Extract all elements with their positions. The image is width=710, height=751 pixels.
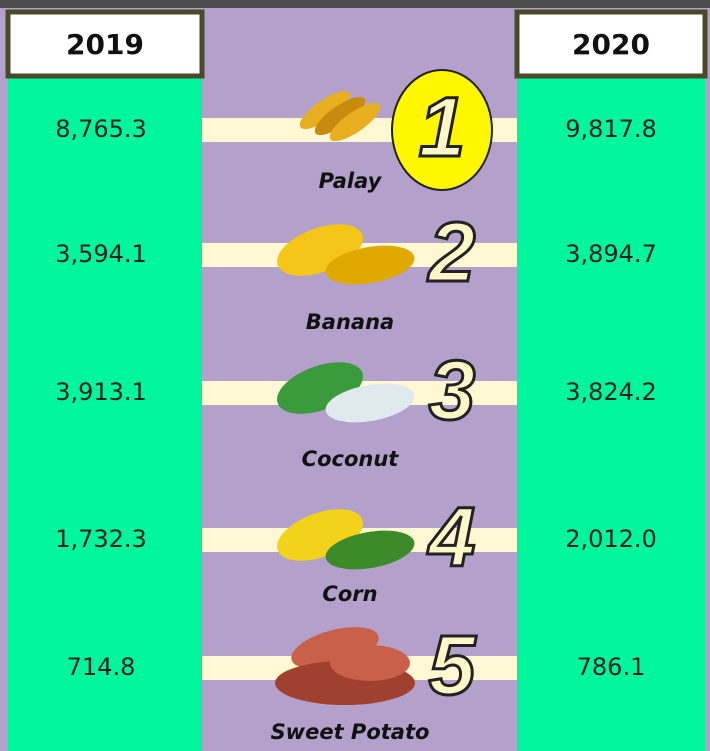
value-2020: 3,824.2 [565,378,657,406]
value-2019: 8,765.3 [55,115,147,143]
commodity-name: Corn [322,582,377,606]
icon-shape [330,645,410,681]
value-2019: 3,594.1 [55,240,147,268]
column-header: 2020 [572,28,650,61]
value-2020: 2,012.0 [565,525,657,553]
rank-number: 4 [427,490,476,584]
commodity-name: Palay [319,169,383,193]
value-2019: 3,913.1 [55,378,147,406]
rank-number: 5 [429,618,477,712]
value-2020: 3,894.7 [565,240,657,268]
commodity-name: Banana [306,310,394,334]
commodity-name: Sweet Potato [271,720,430,744]
rank-number: 2 [427,205,476,299]
commodity-name: Coconut [302,447,400,471]
value-2019: 1,732.3 [55,525,147,553]
infographic: 2019 2020 1 Palay 8,765.3 9,817.8 2 Banana 3,5… [0,0,710,751]
column-header: 2019 [66,28,144,61]
rank-number: 3 [429,343,476,437]
value-2020: 786.1 [577,653,646,681]
top-border [0,0,710,8]
value-2020: 9,817.8 [565,115,657,143]
value-2019: 714.8 [67,653,136,681]
rank-number: 1 [419,80,466,174]
